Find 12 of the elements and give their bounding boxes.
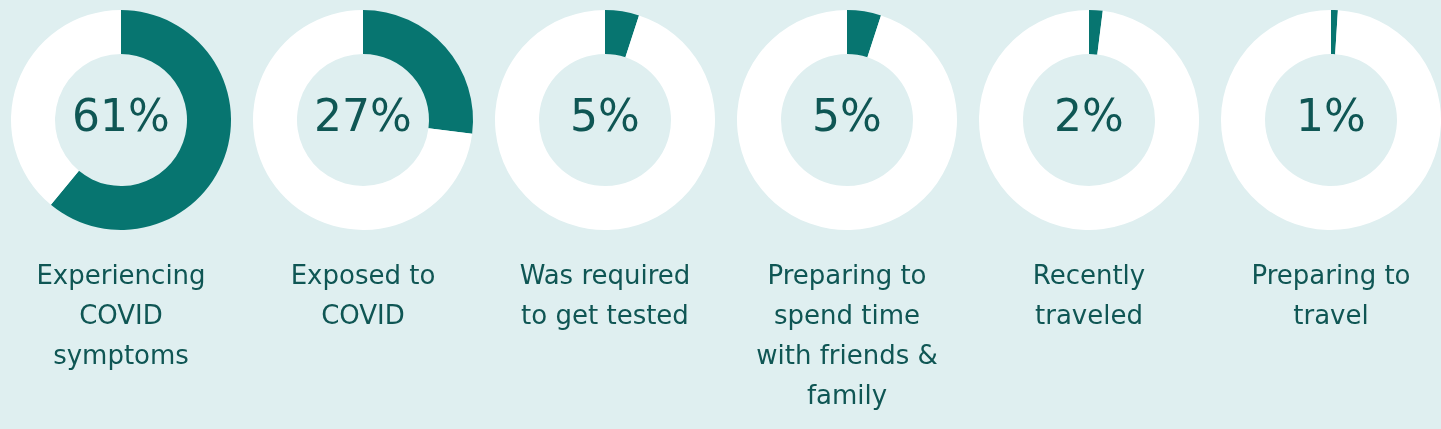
text: Experiencing COVID symptoms <box>35 259 207 372</box>
text: Exposed to COVID <box>289 259 437 332</box>
text: Recently traveled <box>1031 259 1147 332</box>
data-label: 5% <box>812 90 882 142</box>
data-label: 5% <box>570 90 640 142</box>
text: Preparing to spend time with friends & family <box>755 259 939 412</box>
data-label: 27% <box>314 90 412 142</box>
data-label: 1% <box>1296 90 1366 142</box>
data-label: 61% <box>72 90 170 142</box>
text: Was required to get tested <box>518 259 692 332</box>
text: Preparing to travel <box>1250 259 1412 332</box>
data-label: 2% <box>1054 90 1124 142</box>
